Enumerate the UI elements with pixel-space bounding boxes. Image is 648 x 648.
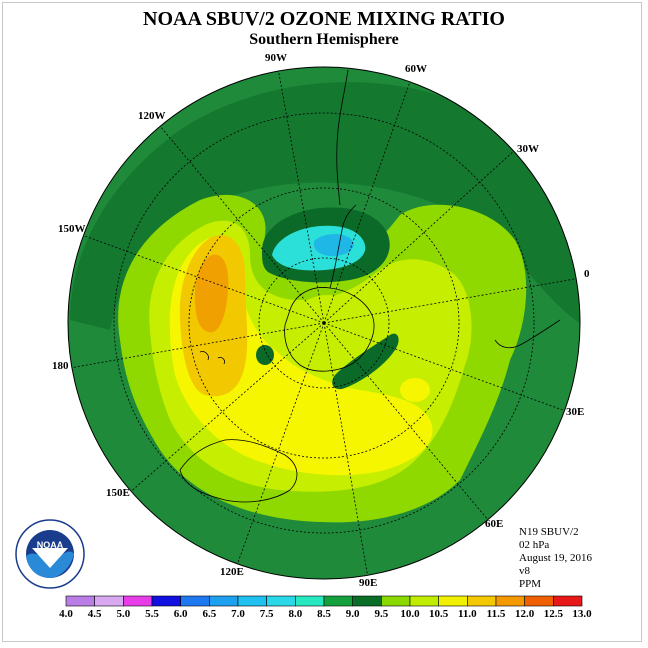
fill-blob-east [400, 378, 430, 402]
colorbar-label: 7.0 [231, 608, 245, 620]
lat-circle-outer [113, 112, 535, 534]
meta-level: 02 hPa [519, 539, 550, 551]
colorbar-swatch [237, 595, 267, 607]
new-zealand-outline [199, 351, 225, 365]
colorbar-label: 10.0 [400, 608, 420, 620]
colorbar-label: 6.0 [173, 608, 188, 620]
lon-label-30w: 30W [517, 143, 539, 155]
colorbar-label: 9.5 [374, 608, 389, 620]
lon-label-30e: 30E [566, 406, 585, 418]
colorbar-swatch [65, 595, 95, 607]
lon-label-150w: 150W [58, 223, 86, 235]
meta-version: v8 [519, 565, 530, 577]
map-border [67, 66, 581, 580]
page-title: NOAA SBUV/2 OZONE MIXING RATIO [143, 8, 505, 30]
lat-circle-middle [188, 187, 460, 459]
colorbar-label: 5.5 [145, 608, 159, 620]
meta-units: PPM [519, 578, 542, 590]
antarctic-peninsula [329, 204, 357, 289]
lon-label-120e: 120E [220, 566, 244, 578]
logo-text: NOAA [37, 540, 64, 550]
colorbar-swatch [266, 595, 296, 607]
colorbar-label: 7.5 [259, 608, 274, 620]
colorbar-swatch [94, 595, 124, 607]
colorbar-swatch [438, 595, 468, 607]
colorbar-label: 4.0 [59, 608, 73, 620]
colorbar-swatch [524, 595, 554, 607]
colorbar-label: 10.5 [429, 608, 449, 620]
fill-7-0 [313, 234, 354, 257]
colorbar-swatch [295, 595, 325, 607]
colorbar-swatch [209, 595, 239, 607]
meta-satellite: N19 SBUV/2 [519, 526, 579, 538]
lon-label-180: 180 [52, 360, 69, 372]
colorbar-swatch [553, 595, 583, 607]
lon-label-90e: 90E [359, 577, 378, 589]
lat-circle-inner [258, 257, 390, 389]
africa-outline [494, 319, 561, 349]
polar-fill [288, 295, 368, 365]
metadata-block: N19 SBUV/2 02 hPa August 19, 2016 v8 PPM [519, 526, 592, 591]
dark-blob-west [256, 345, 274, 365]
fill-blob-southeast [357, 414, 393, 442]
colorbar-label: 6.5 [202, 608, 217, 620]
colorbar-label: 11.0 [458, 608, 477, 620]
page-subtitle: Southern Hemisphere [249, 31, 399, 48]
map-disc [68, 67, 580, 579]
colorbar-label: 8.0 [288, 608, 303, 620]
colorbar-label: 11.5 [486, 608, 506, 620]
dark-blob-east [332, 333, 399, 390]
lon-label-0: 0 [584, 268, 590, 280]
colorbar-label: 12.5 [543, 608, 563, 620]
colorbar-swatch [323, 595, 353, 607]
image-frame [2, 2, 642, 642]
south-america-outline [336, 69, 349, 206]
colorbar-swatch [123, 595, 153, 607]
antarctica-outline [284, 287, 375, 372]
lon-label-60w: 60W [405, 63, 427, 75]
meridians [69, 67, 580, 579]
colorbar-swatch [495, 595, 525, 607]
colorbar-label: 9.0 [345, 608, 360, 620]
lon-label-120w: 120W [138, 110, 166, 122]
colorbar-swatch [467, 595, 497, 607]
lon-label-150e: 150E [106, 487, 130, 499]
colorbar-swatch [352, 595, 382, 607]
australia-outline [179, 439, 298, 503]
colorbar [65, 595, 583, 607]
colorbar-label: 5.0 [116, 608, 131, 620]
lon-label-90w: 90W [265, 52, 287, 64]
dark-band-north [70, 82, 580, 330]
colorbar-swatch [151, 595, 181, 607]
colorbar-label: 4.5 [87, 608, 102, 620]
colorbar-swatch [381, 595, 411, 607]
colorbar-swatch [409, 595, 439, 607]
noaa-logo: NOAA [15, 519, 85, 589]
colorbar-label: 8.5 [317, 608, 331, 620]
colorbar-label: 13.0 [572, 608, 592, 620]
fill-11-5 [194, 254, 229, 333]
meta-date: August 19, 2016 [519, 552, 593, 564]
lon-label-60e: 60E [485, 518, 504, 530]
colorbar-swatch [180, 595, 210, 607]
colorbar-label: 12.0 [515, 608, 535, 620]
